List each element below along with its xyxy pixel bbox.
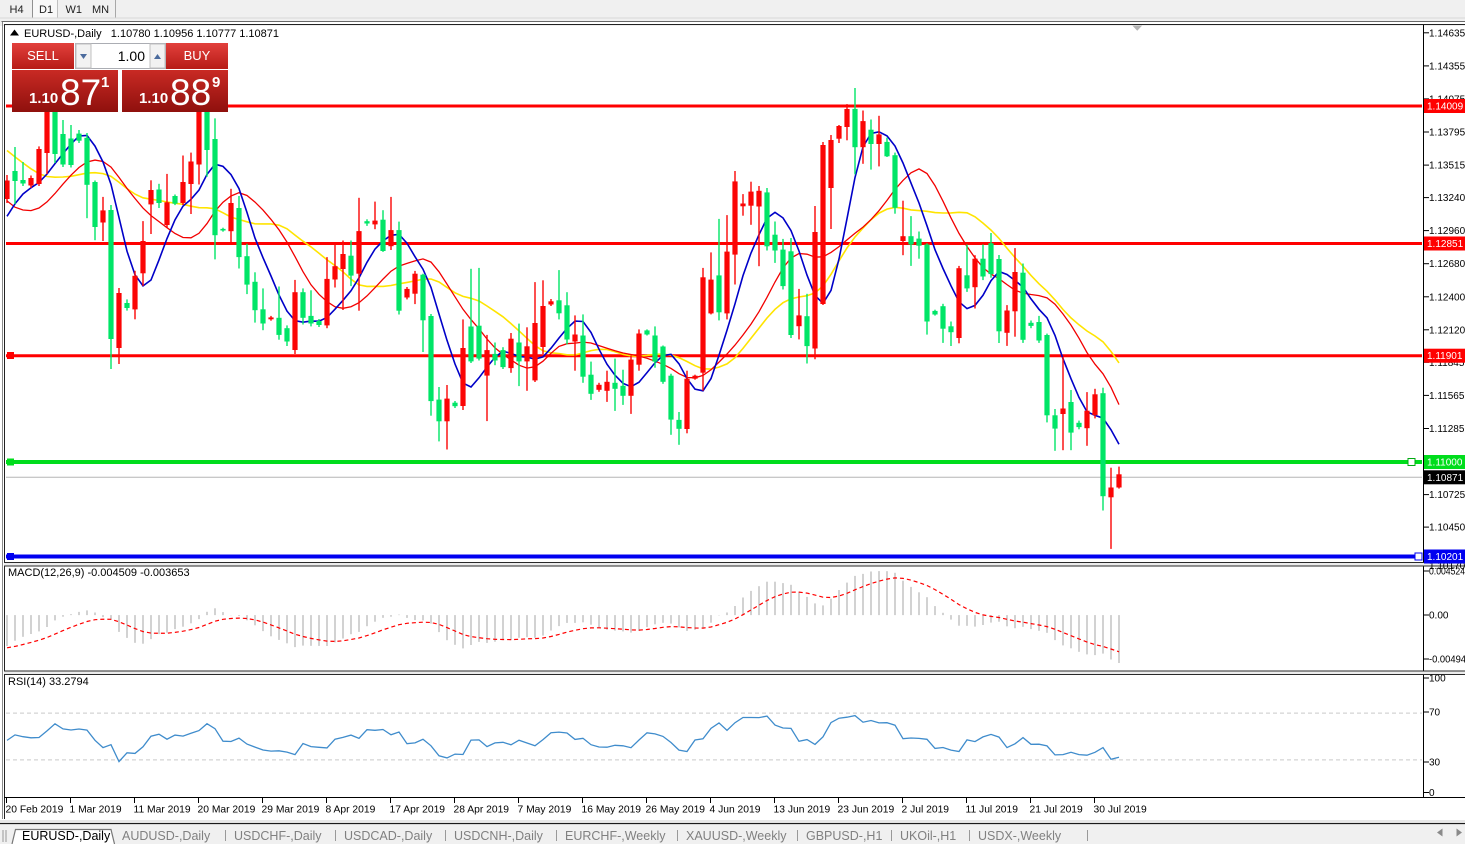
svg-text:17 Apr 2019: 17 Apr 2019	[390, 805, 446, 816]
svg-text:1.10725: 1.10725	[1429, 490, 1465, 501]
svg-text:1.12400: 1.12400	[1429, 292, 1465, 303]
svg-text:0: 0	[1429, 788, 1435, 799]
svg-text:4 Jun 2019: 4 Jun 2019	[710, 805, 761, 816]
svg-text:2 Jul 2019: 2 Jul 2019	[902, 805, 950, 816]
svg-text:29 Mar 2019: 29 Mar 2019	[262, 805, 320, 816]
svg-text:SELL: SELL	[27, 48, 59, 63]
svg-text:1.14355: 1.14355	[1429, 61, 1465, 72]
svg-text:1.13240: 1.13240	[1429, 193, 1465, 204]
svg-text:20 Feb 2019: 20 Feb 2019	[6, 805, 64, 816]
svg-text:1.10: 1.10	[29, 90, 58, 107]
svg-text:9: 9	[212, 74, 220, 91]
svg-text:1.11000: 1.11000	[1427, 458, 1463, 469]
svg-text:EURUSD-,Daily: EURUSD-,Daily	[22, 829, 111, 843]
svg-text:1.00: 1.00	[118, 48, 145, 64]
svg-text:-0.00494: -0.00494	[1429, 655, 1465, 666]
svg-text:1.14009: 1.14009	[1427, 102, 1464, 113]
svg-text:1.10201: 1.10201	[1427, 552, 1464, 563]
svg-text:1.10450: 1.10450	[1429, 523, 1465, 534]
svg-text:1.11845: 1.11845	[1429, 358, 1465, 369]
svg-text:30: 30	[1429, 758, 1441, 769]
svg-text:1 Mar 2019: 1 Mar 2019	[70, 805, 122, 816]
svg-text:1.12680: 1.12680	[1429, 259, 1465, 270]
svg-text:11 Mar 2019: 11 Mar 2019	[134, 805, 191, 816]
svg-text:1.11285: 1.11285	[1429, 424, 1465, 435]
svg-text:70: 70	[1429, 708, 1441, 719]
svg-text:30 Jul 2019: 30 Jul 2019	[1094, 805, 1148, 816]
svg-text:H4: H4	[10, 4, 24, 16]
svg-text:GBPUSD-,H1: GBPUSD-,H1	[806, 829, 882, 843]
svg-text:BUY: BUY	[184, 48, 211, 63]
svg-text:28 Apr 2019: 28 Apr 2019	[454, 805, 510, 816]
svg-text:1.10170: 1.10170	[1429, 561, 1465, 572]
svg-text:USDCHF-,Daily: USDCHF-,Daily	[234, 829, 322, 843]
svg-text:1.10871: 1.10871	[1427, 473, 1464, 484]
svg-text:USDCNH-,Daily: USDCNH-,Daily	[454, 829, 544, 843]
svg-text:0.004524: 0.004524	[1429, 567, 1465, 578]
svg-text:EURUSD-,Daily 1.10780 1.1095: EURUSD-,Daily 1.10780 1.10956 1.10777 1.…	[24, 28, 279, 40]
svg-text:13 Jun 2019: 13 Jun 2019	[774, 805, 831, 816]
svg-text:1.12960: 1.12960	[1429, 226, 1465, 237]
svg-text:16 May 2019: 16 May 2019	[582, 805, 642, 816]
svg-text:0.00: 0.00	[1429, 611, 1449, 622]
svg-text:1.14635: 1.14635	[1429, 28, 1465, 39]
svg-text:88: 88	[170, 72, 211, 113]
svg-text:11 Jul 2019: 11 Jul 2019	[966, 805, 1019, 816]
svg-text:1.10: 1.10	[139, 90, 168, 107]
svg-text:W1: W1	[66, 4, 83, 16]
svg-text:1.11901: 1.11901	[1427, 351, 1463, 362]
svg-text:UKOil-,H1: UKOil-,H1	[900, 829, 956, 843]
svg-text:EURCHF-,Weekly: EURCHF-,Weekly	[565, 829, 666, 843]
svg-text:RSI(14) 33.2794: RSI(14) 33.2794	[8, 676, 89, 688]
svg-text:7 May 2019: 7 May 2019	[518, 805, 572, 816]
svg-text:1.12851: 1.12851	[1427, 239, 1464, 250]
svg-text:20 Mar 2019: 20 Mar 2019	[198, 805, 256, 816]
svg-text:1.13515: 1.13515	[1429, 161, 1465, 172]
svg-text:AUDUSD-,Daily: AUDUSD-,Daily	[122, 829, 211, 843]
svg-text:87: 87	[60, 72, 101, 113]
svg-text:1.13795: 1.13795	[1429, 128, 1465, 139]
svg-text:26 May 2019: 26 May 2019	[646, 805, 706, 816]
svg-text:USDX-,Weekly: USDX-,Weekly	[978, 829, 1062, 843]
svg-text:USDCAD-,Daily: USDCAD-,Daily	[344, 829, 433, 843]
svg-text:21 Jul 2019: 21 Jul 2019	[1030, 805, 1084, 816]
svg-text:8 Apr 2019: 8 Apr 2019	[326, 805, 376, 816]
svg-text:1.12120: 1.12120	[1429, 325, 1465, 336]
svg-text:D1: D1	[39, 4, 53, 16]
svg-text:100: 100	[1429, 674, 1446, 685]
svg-text:1.11565: 1.11565	[1429, 391, 1465, 402]
svg-text:23 Jun 2019: 23 Jun 2019	[838, 805, 895, 816]
svg-text:MACD(12,26,9) -0.004509 -0.003: MACD(12,26,9) -0.004509 -0.003653	[8, 567, 190, 579]
svg-text:MN: MN	[92, 4, 109, 16]
svg-text:1: 1	[101, 74, 109, 91]
svg-text:XAUUSD-,Weekly: XAUUSD-,Weekly	[686, 829, 787, 843]
